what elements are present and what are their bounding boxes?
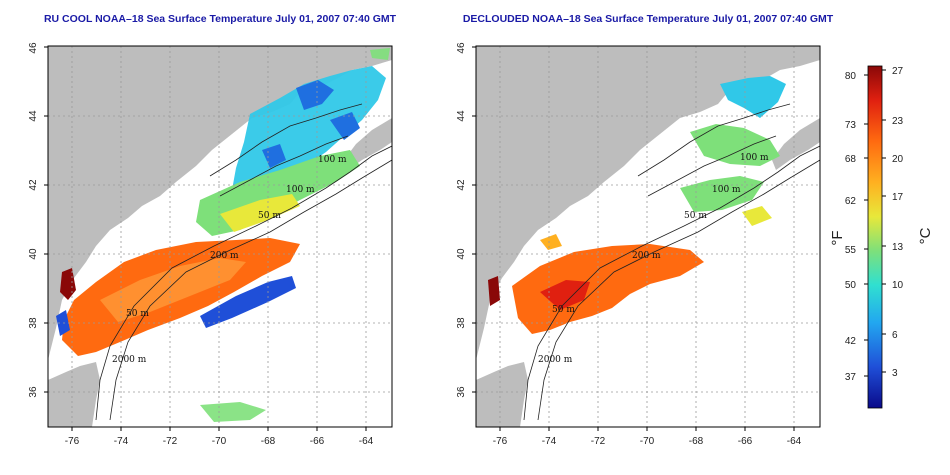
right-isobaths — [523, 103, 820, 421]
right-x-tick: -72 — [591, 436, 606, 447]
right-land-south — [476, 362, 528, 427]
left-map-frame — [47, 45, 393, 428]
left-x-tick: -74 — [114, 436, 129, 447]
left-grid — [48, 46, 392, 427]
right-x-tick: -64 — [787, 436, 802, 447]
fahrenheit-tick: 73 — [845, 120, 857, 131]
left-land-south — [48, 362, 100, 427]
celsius-tick-labels: 27 23 20 17 13 10 6 3 — [892, 66, 904, 379]
celsius-tick: 3 — [892, 368, 898, 379]
left-x-tick: -68 — [261, 436, 276, 447]
right-depth-label-50a: 50 m — [684, 211, 707, 221]
left-y-tick-labels: 36 38 40 42 44 46 — [28, 42, 39, 398]
left-x-tick: -76 — [65, 436, 80, 447]
fahrenheit-tick: 42 — [845, 336, 857, 347]
celsius-tick: 23 — [892, 116, 904, 127]
fahrenheit-tick: 37 — [845, 372, 857, 383]
left-depth-label-100b: 100 m — [286, 185, 315, 195]
left-sst-blue-band — [200, 276, 296, 328]
left-depth-label-50b: 50 m — [126, 309, 149, 319]
left-sst-north-blue — [262, 80, 360, 168]
right-sst-red — [488, 276, 500, 306]
right-nova-scotia — [772, 118, 820, 170]
left-y-tick: 38 — [28, 317, 39, 329]
celsius-tick: 10 — [892, 280, 904, 291]
left-y-tick: 36 — [28, 386, 39, 398]
celsius-tick: 17 — [892, 192, 904, 203]
left-y-tick: 44 — [28, 110, 39, 122]
left-y-tick: 46 — [28, 42, 39, 54]
left-depth-label-50a: 50 m — [258, 211, 281, 221]
left-x-tick: -70 — [212, 436, 227, 447]
celsius-tick: 6 — [892, 330, 898, 341]
right-axis-ticks — [472, 46, 795, 431]
right-y-tick: 40 — [456, 248, 467, 260]
left-x-tick: -64 — [359, 436, 374, 447]
right-depth-label-200: 200 m — [632, 251, 661, 261]
right-y-tick: 38 — [456, 317, 467, 329]
right-x-tick: -74 — [542, 436, 557, 447]
right-y-tick: 42 — [456, 179, 467, 191]
left-x-tick: -66 — [310, 436, 325, 447]
fahrenheit-tick: 68 — [845, 154, 857, 165]
right-y-tick: 46 — [456, 42, 467, 54]
right-x-tick: -76 — [493, 436, 508, 447]
right-sst-warm-core — [540, 280, 590, 310]
left-depth-label-200: 200 m — [210, 251, 239, 261]
fahrenheit-tick: 50 — [845, 280, 857, 291]
right-map-panel: DECLOUDED NOAA–18 Sea Surface Temperatur… — [456, 13, 834, 447]
fahrenheit-tick: 55 — [845, 245, 857, 256]
fahrenheit-tick: 62 — [845, 196, 857, 207]
right-sst-north — [720, 76, 786, 118]
right-x-tick: -70 — [640, 436, 655, 447]
celsius-unit-label: °C — [917, 227, 934, 244]
right-x-tick: -66 — [738, 436, 753, 447]
fahrenheit-tick-labels: 80 73 68 62 55 50 42 37 — [845, 71, 857, 383]
right-sst-north-green — [690, 124, 780, 166]
left-map-area: 100 m 100 m 50 m 200 m 50 m 2000 m — [48, 46, 392, 427]
right-depth-label-100a: 100 m — [740, 153, 769, 163]
left-depth-label-2000: 2000 m — [112, 355, 147, 365]
celsius-tick: 13 — [892, 242, 904, 253]
colorbar-ticks — [864, 69, 886, 377]
left-x-tick-labels: -76 -74 -72 -70 -68 -66 -64 — [65, 436, 374, 447]
right-depth-label-100b: 100 m — [712, 185, 741, 195]
right-depth-label-50b: 50 m — [552, 305, 575, 315]
right-map-area: 100 m 100 m 50 m 200 m 50 m 2000 m — [476, 46, 820, 427]
celsius-tick: 20 — [892, 154, 904, 165]
left-nova-scotia — [344, 118, 392, 170]
left-land — [48, 46, 392, 360]
right-x-tick-labels: -76 -74 -72 -70 -68 -66 -64 — [493, 436, 802, 447]
left-y-tick: 40 — [28, 248, 39, 260]
left-panel-title: RU COOL NOAA–18 Sea Surface Temperature … — [44, 13, 397, 25]
right-grid — [476, 46, 820, 427]
left-sst-warm-core — [100, 258, 246, 322]
right-panel-title: DECLOUDED NOAA–18 Sea Surface Temperatur… — [463, 13, 834, 25]
temperature-colorbar: 80 73 68 62 55 50 42 37 27 23 20 17 13 1… — [829, 65, 934, 409]
colorbar-gradient — [867, 65, 883, 409]
left-x-tick: -72 — [163, 436, 178, 447]
fahrenheit-tick: 80 — [845, 71, 857, 82]
right-sst-mid-yellow — [742, 206, 772, 226]
left-sst-mid-yellow — [220, 194, 300, 232]
right-x-tick: -68 — [689, 436, 704, 447]
right-y-tick: 36 — [456, 386, 467, 398]
left-isobaths — [95, 103, 392, 421]
right-depth-label-2000: 2000 m — [538, 355, 573, 365]
left-depth-label-100a: 100 m — [318, 155, 347, 165]
right-sst-yellow-blob — [540, 234, 562, 250]
celsius-tick: 27 — [892, 66, 904, 77]
right-land — [476, 46, 820, 360]
left-map-panel: RU COOL NOAA–18 Sea Surface Temperature … — [28, 13, 397, 447]
fahrenheit-unit-label: °F — [829, 230, 846, 245]
left-axis-ticks — [44, 46, 367, 431]
right-sst-warm — [512, 244, 704, 334]
left-y-tick: 42 — [28, 179, 39, 191]
right-y-tick: 44 — [456, 110, 467, 122]
right-map-frame — [475, 45, 821, 428]
right-y-tick-labels: 36 38 40 42 44 46 — [456, 42, 467, 398]
